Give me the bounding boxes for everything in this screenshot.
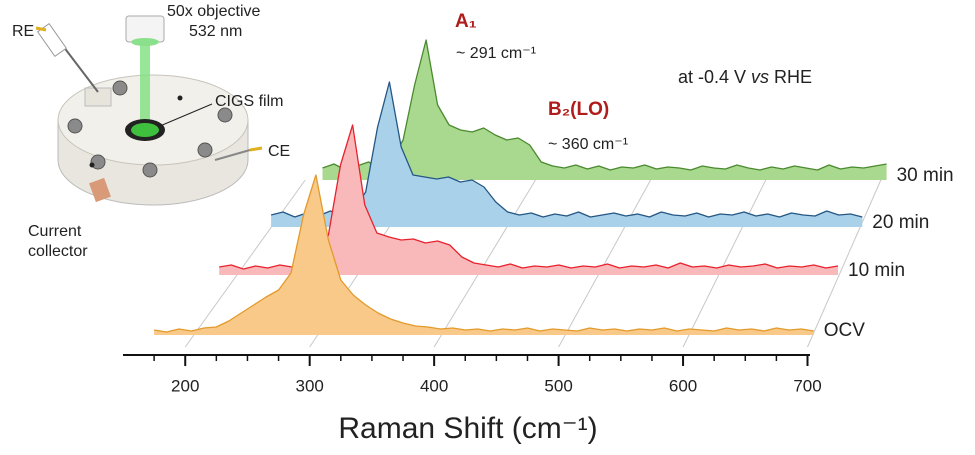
guide-line — [184, 179, 306, 348]
annotation: ~ 360 cm⁻¹ — [548, 136, 628, 153]
annotation: B₂(LO) — [548, 99, 609, 120]
re-tip — [35, 26, 47, 32]
ce-wire — [214, 149, 251, 161]
cigs-film — [131, 123, 159, 137]
spectrum: 30 min — [322, 39, 954, 186]
label: RE — [12, 23, 34, 40]
guide-line — [807, 179, 882, 348]
spectrum-fill — [271, 82, 863, 227]
x-tick-label: 500 — [544, 376, 572, 395]
laser-beam — [140, 40, 150, 125]
series-label: 10 min — [848, 260, 905, 281]
x-axis-title: Raman Shift (cm⁻¹) — [338, 412, 597, 445]
re-wire — [59, 41, 99, 93]
spectrum-line — [322, 39, 887, 171]
hole — [177, 95, 183, 101]
ce-tip — [249, 146, 263, 152]
series-label: OCV — [824, 320, 866, 341]
x-tick-label: 300 — [295, 376, 323, 395]
annotation-part: RHE — [769, 67, 812, 87]
collector-tab — [89, 177, 111, 203]
series-label: 20 min — [872, 212, 929, 233]
guide-line — [682, 179, 767, 348]
plot: 200 300 400 500 600 700 30 min 20 min 10 min OCV — [123, 39, 954, 395]
guide-line — [433, 179, 536, 348]
spectrum-line — [153, 174, 814, 333]
re-port — [84, 87, 112, 107]
spectrum-fill — [219, 125, 838, 275]
x-tick-label: 600 — [669, 376, 697, 395]
screw — [112, 80, 128, 96]
objective-lens — [131, 38, 159, 46]
screw — [217, 107, 233, 123]
label: 50x objective — [167, 3, 260, 20]
screw — [90, 154, 106, 170]
x-tick-label: 700 — [793, 376, 821, 395]
annotation: A₁ — [455, 11, 477, 32]
spectrum-fill — [154, 175, 814, 335]
spectrum: 20 min — [270, 81, 929, 233]
annotation: at -0.4 V vs RHE — [678, 67, 812, 87]
guide-line — [558, 179, 652, 348]
screw — [142, 162, 158, 178]
screw — [67, 118, 83, 134]
cell-schematic: RE 50x objective 532 nm CIGS film CE Cur… — [12, 3, 290, 260]
screws — [67, 80, 233, 178]
label: collector — [28, 243, 88, 260]
x-tick-label: 200 — [171, 376, 199, 395]
label: 532 nm — [189, 23, 242, 40]
hole — [89, 162, 95, 168]
re-electrode — [36, 23, 68, 57]
screw — [197, 142, 213, 158]
film-pointer — [159, 103, 213, 127]
annotation-part: at -0.4 V — [678, 67, 751, 87]
annotation-part: vs — [751, 67, 769, 87]
label: CE — [268, 143, 290, 160]
label: CIGS film — [215, 93, 283, 110]
spectrum-line — [270, 81, 863, 218]
x-tick-label: 400 — [420, 376, 448, 395]
annotation: ~ 291 cm⁻¹ — [456, 45, 536, 62]
spectrum: OCV — [153, 174, 866, 341]
spectrum-fill — [322, 40, 887, 180]
series-label: 30 min — [897, 165, 954, 186]
label: Current — [28, 223, 82, 240]
